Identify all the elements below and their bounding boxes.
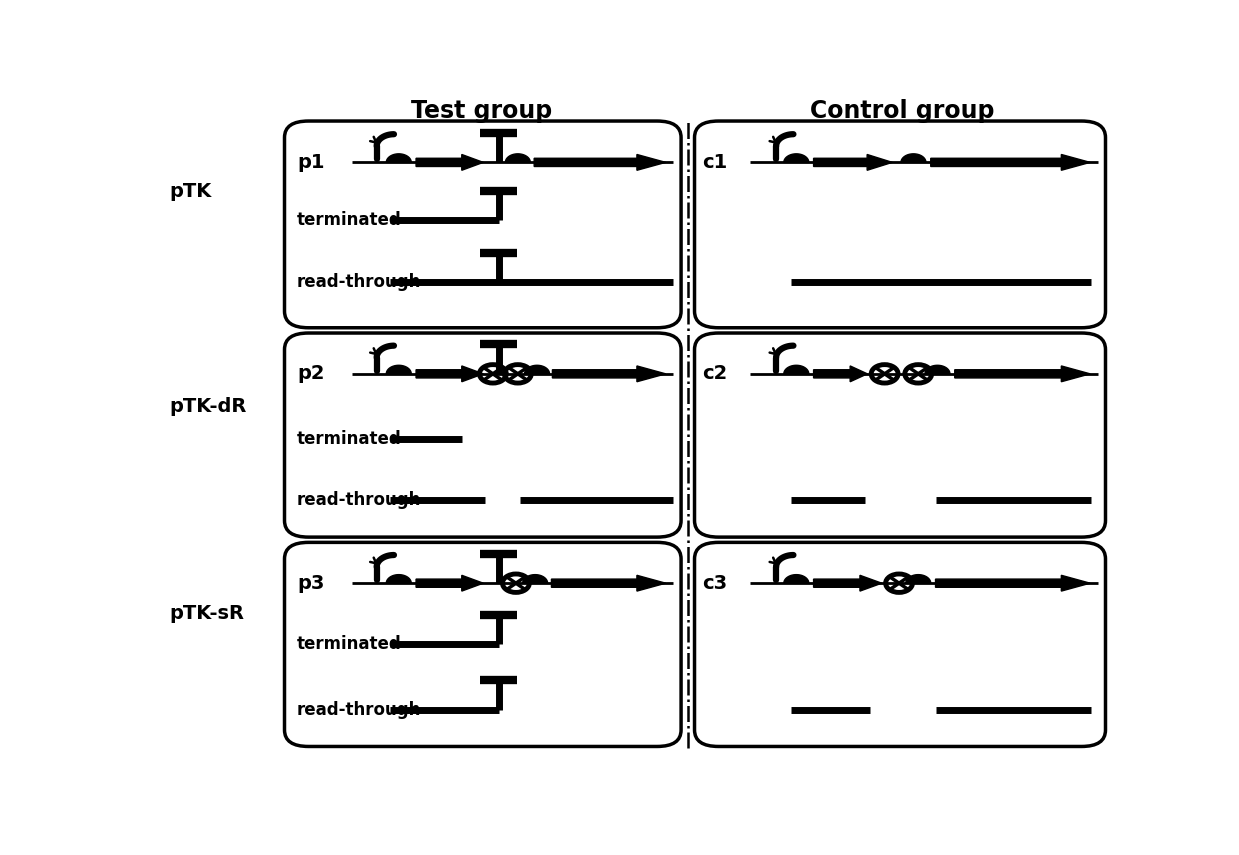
Polygon shape [416, 575, 483, 591]
Text: c1: c1 [703, 153, 727, 172]
Polygon shape [906, 575, 930, 583]
Text: read-through: read-through [297, 701, 421, 719]
Text: terminated: terminated [297, 211, 401, 229]
Text: read-through: read-through [297, 492, 421, 510]
Polygon shape [784, 575, 809, 583]
Polygon shape [416, 366, 483, 381]
Polygon shape [523, 575, 548, 583]
Text: c2: c2 [703, 364, 727, 383]
Polygon shape [416, 155, 483, 170]
Text: terminated: terminated [297, 430, 401, 448]
Text: Test group: Test group [410, 99, 553, 123]
Text: p1: p1 [297, 153, 325, 172]
Text: pTK: pTK [170, 182, 212, 201]
Text: read-through: read-through [297, 274, 421, 292]
Text: pTK-sR: pTK-sR [170, 604, 244, 623]
Polygon shape [814, 575, 882, 591]
Polygon shape [784, 154, 809, 162]
Text: c3: c3 [703, 574, 727, 593]
Polygon shape [387, 365, 411, 374]
Polygon shape [534, 155, 665, 170]
Polygon shape [387, 575, 411, 583]
Polygon shape [935, 575, 1090, 591]
Polygon shape [926, 365, 950, 374]
Text: Control group: Control group [809, 99, 994, 123]
Text: terminated: terminated [297, 635, 401, 653]
Polygon shape [901, 154, 926, 162]
Polygon shape [553, 366, 665, 381]
Polygon shape [814, 366, 867, 381]
Polygon shape [784, 365, 809, 374]
Text: p2: p2 [297, 364, 325, 383]
Polygon shape [524, 365, 550, 374]
Polygon shape [930, 155, 1090, 170]
Text: p3: p3 [297, 574, 325, 593]
Polygon shape [506, 154, 530, 162]
Polygon shape [387, 154, 411, 162]
Polygon shape [551, 575, 665, 591]
Polygon shape [814, 155, 892, 170]
Polygon shape [955, 366, 1090, 381]
Text: pTK-dR: pTK-dR [170, 397, 247, 416]
